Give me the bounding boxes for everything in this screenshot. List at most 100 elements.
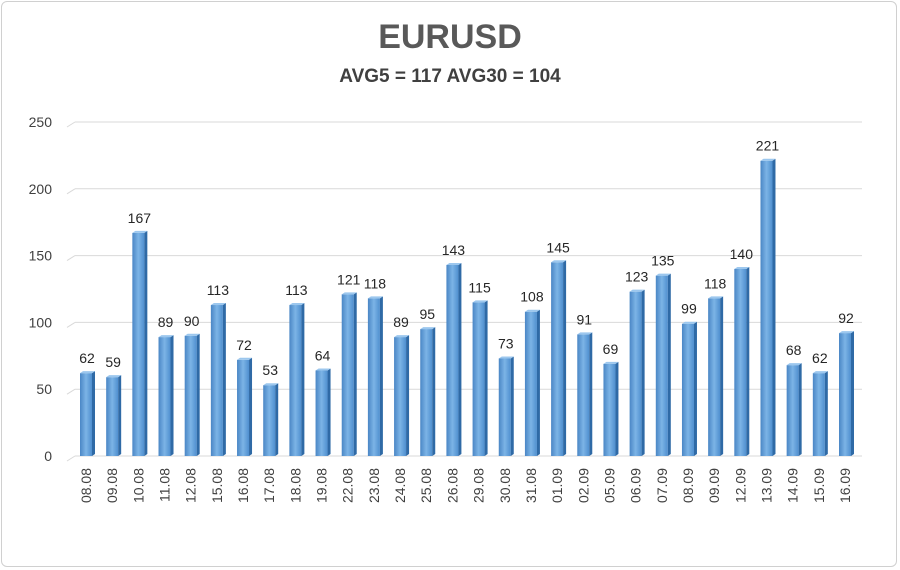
data-label: 135 <box>651 253 675 269</box>
bar <box>708 298 721 456</box>
bar-top <box>655 273 671 276</box>
y-tick-label: 250 <box>29 114 53 130</box>
bar-top <box>603 361 619 364</box>
bar-top <box>420 327 436 330</box>
y-tick-label: 0 <box>44 448 52 464</box>
bar <box>210 305 223 456</box>
bar-side <box>379 296 383 456</box>
x-tick-label: 06.09 <box>628 468 644 503</box>
bar <box>106 377 119 456</box>
x-tick-label: 16.08 <box>235 468 251 503</box>
bar <box>734 268 747 456</box>
chart-subtitle: AVG5 = 117 AVG30 = 104 <box>339 66 561 87</box>
bar <box>655 275 668 456</box>
bar-side <box>458 262 462 456</box>
bar-top <box>184 333 200 336</box>
bar <box>446 264 459 456</box>
bar-side <box>170 335 174 456</box>
bar-side <box>536 309 540 456</box>
bar <box>681 323 694 456</box>
gridline-depth <box>66 121 76 128</box>
x-tick-label: 17.08 <box>261 468 277 503</box>
x-tick-label: 31.08 <box>523 468 539 503</box>
bar <box>420 329 433 456</box>
bar-top <box>812 371 828 374</box>
bar-top <box>760 158 776 161</box>
bar-top <box>289 303 305 306</box>
bar-side <box>510 356 514 456</box>
x-tick-label: 01.09 <box>549 468 565 503</box>
gridline-depth <box>66 388 76 395</box>
x-tick-label: 11.08 <box>157 468 173 502</box>
data-label: 89 <box>158 314 174 330</box>
bar-side <box>693 321 697 456</box>
bar <box>80 373 92 456</box>
data-label: 89 <box>393 314 409 330</box>
data-label: 99 <box>681 301 697 317</box>
bar-side <box>824 371 828 456</box>
data-label: 69 <box>603 341 619 357</box>
x-tick-label: 22.08 <box>340 468 356 503</box>
bar-side <box>301 303 305 456</box>
bar-top <box>472 300 488 303</box>
data-label: 121 <box>337 271 361 287</box>
data-label: 95 <box>419 306 435 322</box>
bar-side <box>641 289 645 456</box>
bar <box>786 365 799 456</box>
x-tick-label: 18.08 <box>287 468 303 503</box>
x-tick-label: 08.08 <box>78 468 94 503</box>
data-label: 118 <box>704 275 727 291</box>
y-tick-label: 200 <box>29 181 53 197</box>
bar-top <box>734 266 750 269</box>
data-label: 140 <box>730 246 754 262</box>
x-tick-label: 09.08 <box>104 468 120 503</box>
y-tick-label: 150 <box>29 248 53 264</box>
bar-top <box>315 368 331 371</box>
x-tick-label: 14.09 <box>785 468 801 503</box>
bar-top <box>708 296 724 299</box>
bar-top <box>629 289 645 292</box>
x-tick-label: 26.08 <box>444 468 460 503</box>
data-label: 62 <box>812 350 828 366</box>
bar <box>760 160 773 456</box>
x-tick-label: 29.08 <box>471 468 487 503</box>
bar <box>472 302 485 456</box>
data-label: 145 <box>546 239 570 255</box>
bar <box>498 358 511 456</box>
bar-top <box>577 332 593 335</box>
gridline-depth <box>66 455 76 462</box>
bar <box>524 311 537 456</box>
data-label: 115 <box>468 279 491 295</box>
x-tick-label: 07.09 <box>654 468 670 503</box>
bar-side <box>275 383 279 456</box>
bar <box>289 305 302 456</box>
bar-top <box>786 363 802 366</box>
bar <box>158 337 171 456</box>
bar-top <box>446 262 462 265</box>
bar-top <box>524 309 540 312</box>
data-label: 68 <box>786 342 802 358</box>
data-label: 143 <box>442 242 466 258</box>
x-tick-label: 08.09 <box>680 468 696 503</box>
gridline-depth <box>66 255 76 262</box>
bar <box>237 359 250 456</box>
data-label: 53 <box>262 362 278 378</box>
bar-top <box>80 371 95 374</box>
bar-side <box>484 300 488 456</box>
x-tick-label: 02.09 <box>575 468 591 503</box>
x-tick-label: 12.08 <box>183 468 199 503</box>
data-label: 59 <box>105 354 121 370</box>
bar-top <box>210 303 226 306</box>
bar-top <box>106 375 122 378</box>
data-label: 92 <box>838 310 854 326</box>
y-tick-label: 50 <box>36 381 52 397</box>
bar <box>812 373 825 456</box>
bar-top <box>367 296 383 299</box>
data-label: 113 <box>285 282 308 298</box>
x-tick-label: 09.09 <box>706 468 722 503</box>
bar-side <box>667 273 671 456</box>
x-tick-label: 19.08 <box>314 468 330 503</box>
bar-top <box>263 383 279 386</box>
data-label: 118 <box>364 275 387 291</box>
